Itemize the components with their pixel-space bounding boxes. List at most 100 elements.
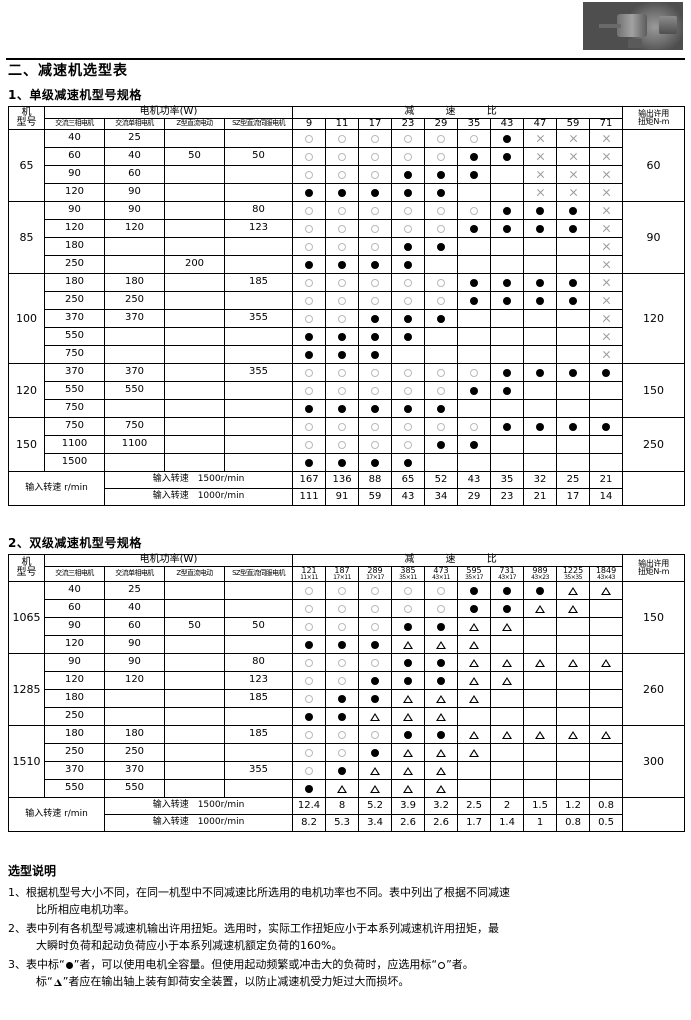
marker-wrap <box>524 582 556 599</box>
cell-marker <box>589 743 624 763</box>
cell-marker <box>490 635 525 655</box>
marker-wrap <box>293 148 325 165</box>
cell-marker <box>523 653 558 673</box>
open-circle-icon <box>338 296 347 305</box>
cell-power-2: 60 <box>104 617 165 637</box>
header-torque-line2: 扭矩N-m <box>637 117 670 126</box>
filled-circle-icon <box>404 188 413 197</box>
cross-icon <box>602 314 611 323</box>
cell-marker <box>325 165 360 184</box>
cell-marker <box>523 617 558 637</box>
open-circle-icon <box>305 730 314 739</box>
cell-marker <box>457 273 492 292</box>
header-ratio-8: 989 43×23 <box>523 565 558 583</box>
cell-marker <box>556 453 591 472</box>
cell-marker <box>424 165 459 184</box>
cell-marker <box>523 291 558 310</box>
marker-wrap <box>293 382 325 399</box>
cell-marker <box>523 147 558 166</box>
triangle-icon <box>370 784 381 793</box>
cell-power-2 <box>104 689 165 709</box>
marker-wrap <box>392 744 424 761</box>
marker-wrap <box>293 346 325 363</box>
triangle-icon <box>535 730 546 739</box>
marker-wrap <box>392 274 424 291</box>
cell-marker <box>358 237 393 256</box>
cell-marker <box>490 453 525 472</box>
cell-marker <box>457 617 492 637</box>
cell-power-2 <box>104 345 165 364</box>
marker-wrap <box>326 166 358 183</box>
filled-circle-icon <box>305 640 314 649</box>
cell-marker <box>556 237 591 256</box>
cell-power-2: 550 <box>104 779 165 799</box>
cross-icon <box>602 206 611 215</box>
ratio-factors: 17×11 <box>333 573 351 581</box>
open-circle-icon <box>437 278 446 287</box>
header-torque: 输出许用 扭矩N-m <box>622 106 686 130</box>
note-number: 2、 <box>8 922 26 936</box>
cell-power-1: 180 <box>44 273 105 292</box>
cell-power-3 <box>164 599 225 619</box>
open-circle-icon <box>371 440 380 449</box>
open-circle-icon <box>305 748 314 757</box>
cell-power-1: 370 <box>44 761 105 781</box>
cell-power-2 <box>104 255 165 274</box>
cell-marker <box>556 743 591 763</box>
cell-output-speed: 34 <box>424 488 459 506</box>
cell-marker <box>457 291 492 310</box>
marker-wrap <box>557 130 589 147</box>
filled-circle-icon <box>569 224 578 233</box>
cell-power-2: 370 <box>104 309 165 328</box>
cell-marker <box>292 453 327 472</box>
cell-marker <box>523 761 558 781</box>
cell-marker <box>556 599 591 619</box>
cell-marker <box>490 599 525 619</box>
cell-power-1: 40 <box>44 581 105 601</box>
ratio-factors: 43×17 <box>498 573 516 581</box>
marker-wrap <box>458 636 490 653</box>
cell-marker <box>424 381 459 400</box>
cell-power-4: 355 <box>223 309 294 328</box>
marker-wrap <box>491 274 523 291</box>
marker-wrap <box>425 582 457 599</box>
cell-marker <box>457 255 492 274</box>
cell-marker <box>490 183 525 202</box>
marker-wrap <box>590 220 622 237</box>
cell-marker <box>391 635 426 655</box>
open-circle-icon <box>338 658 347 667</box>
cell-marker <box>292 761 327 781</box>
marker-wrap <box>425 238 457 255</box>
filled-circle-icon <box>437 730 446 739</box>
cell-marker <box>292 381 327 400</box>
cell-marker <box>391 327 426 346</box>
cell-empty <box>622 471 686 506</box>
marker-wrap <box>293 364 325 381</box>
cell-marker <box>556 761 591 781</box>
triangle-icon <box>502 622 513 631</box>
header-ratio-6: 35 <box>457 117 492 130</box>
cell-marker <box>490 689 525 709</box>
marker-wrap <box>359 600 391 617</box>
triangle-icon <box>370 766 381 775</box>
open-circle-icon <box>470 134 479 143</box>
marker-wrap <box>293 436 325 453</box>
filled-circle-icon <box>536 296 545 305</box>
open-circle-icon <box>305 658 314 667</box>
cell-marker <box>292 165 327 184</box>
cell-output-speed: 0.8 <box>589 797 624 816</box>
cell-output-speed: 167 <box>292 471 327 489</box>
cell-marker <box>556 291 591 310</box>
cell-power-2 <box>104 453 165 472</box>
marker-wrap <box>293 310 325 327</box>
triangle-icon <box>403 784 414 793</box>
marker-wrap <box>326 238 358 255</box>
filled-circle-icon <box>404 170 413 179</box>
filled-circle-icon <box>338 766 347 775</box>
marker-wrap <box>293 618 325 635</box>
open-circle-icon <box>338 748 347 757</box>
table-row: 120 370 370 355 150 <box>8 363 686 418</box>
open-circle-icon <box>305 694 314 703</box>
filled-circle-icon <box>338 712 347 721</box>
